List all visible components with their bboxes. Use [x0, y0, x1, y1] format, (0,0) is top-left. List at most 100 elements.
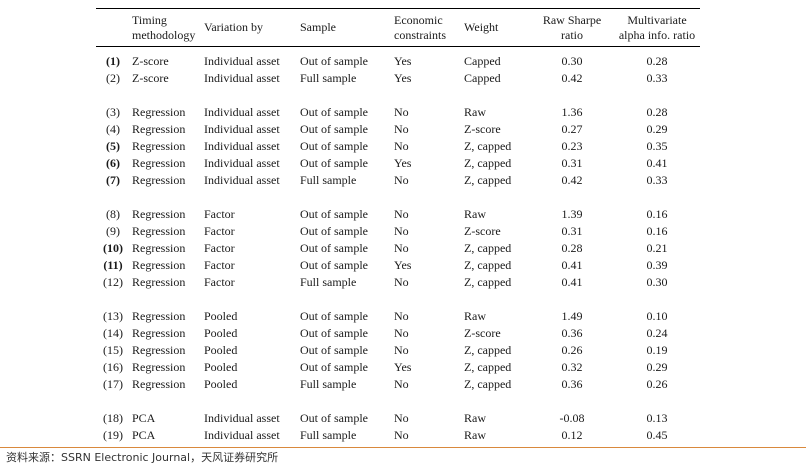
cell-multivariate-alpha-info-ratio: 0.13: [646, 411, 668, 425]
cell-economic-constraints: No: [394, 377, 409, 391]
cell-raw-sharpe-ratio: 0.31: [561, 156, 583, 170]
cell-variation-by: Factor: [204, 224, 235, 238]
group-spacer: [96, 87, 700, 104]
cell-id: (13): [103, 309, 123, 323]
group-spacer: [96, 291, 700, 308]
cell-raw-sharpe-ratio: 1.49: [561, 309, 583, 323]
table-row: (14) Regression Pooled Out of sample No Z-sco…: [96, 325, 700, 342]
cell-multivariate-alpha-info-ratio: 0.39: [646, 258, 668, 272]
cell-raw-sharpe-ratio: -0.08: [559, 411, 585, 425]
cell-economic-constraints: No: [394, 326, 409, 340]
cell-multivariate-alpha-info-ratio: 0.29: [646, 122, 668, 136]
cell-timing-methodology: Regression: [132, 241, 186, 255]
cell-economic-constraints: No: [394, 207, 409, 221]
cell-variation-by: Individual asset: [204, 411, 280, 425]
table-row: (4) Regression Individual asset Out of samp…: [96, 121, 700, 138]
cell-weight: Raw: [464, 309, 486, 323]
table-row: (9) Regression Factor Out of sample No Z-scor…: [96, 223, 700, 240]
table-body: (1) Z-score Individual asset Out of sample Y…: [96, 53, 700, 444]
cell-timing-methodology: Regression: [132, 258, 186, 272]
table-row: (1) Z-score Individual asset Out of sample Y…: [96, 53, 700, 70]
header-variation-by: Variation by: [202, 8, 298, 47]
cell-timing-methodology: PCA: [132, 428, 156, 442]
cell-raw-sharpe-ratio: 0.28: [561, 241, 583, 255]
table-row: (12) Regression Factor Full sample No Z, capp…: [96, 274, 700, 291]
cell-raw-sharpe-ratio: 0.36: [561, 377, 583, 391]
footer-divider: [0, 447, 806, 448]
cell-economic-constraints: No: [394, 275, 409, 289]
cell-id: (18): [103, 411, 123, 425]
cell-sample: Out of sample: [300, 139, 368, 153]
cell-variation-by: Individual asset: [204, 54, 280, 68]
cell-sample: Full sample: [300, 275, 357, 289]
cell-variation-by: Pooled: [204, 360, 238, 374]
cell-raw-sharpe-ratio: 1.36: [561, 105, 583, 119]
table-row: (8) Regression Factor Out of sample No Raw 1.3…: [96, 206, 700, 223]
table-row: (10) Regression Factor Out of sample No Z, ca…: [96, 240, 700, 257]
table-row: (7) Regression Individual asset Full sample…: [96, 172, 700, 189]
cell-id: (5): [106, 139, 120, 153]
cell-id: (10): [103, 241, 123, 255]
cell-sample: Full sample: [300, 173, 357, 187]
cell-raw-sharpe-ratio: 0.36: [561, 326, 583, 340]
cell-sample: Out of sample: [300, 343, 368, 357]
table-row: (6) Regression Individual asset Out of samp…: [96, 155, 700, 172]
cell-sample: Full sample: [300, 71, 357, 85]
cell-timing-methodology: Regression: [132, 224, 186, 238]
cell-raw-sharpe-ratio: 0.41: [561, 258, 583, 272]
cell-sample: Full sample: [300, 428, 357, 442]
cell-timing-methodology: Regression: [132, 122, 186, 136]
cell-timing-methodology: PCA: [132, 411, 156, 425]
cell-weight: Z, capped: [464, 156, 512, 170]
cell-variation-by: Pooled: [204, 377, 238, 391]
cell-sample: Out of sample: [300, 411, 368, 425]
table-row: (18) PCA Individual asset Out of sample No Ra…: [96, 410, 700, 427]
table-row: (19) PCA Individual asset Full sample No Raw 0…: [96, 427, 700, 444]
cell-economic-constraints: Yes: [394, 54, 412, 68]
cell-id: (3): [106, 105, 120, 119]
cell-multivariate-alpha-info-ratio: 0.28: [646, 105, 668, 119]
cell-economic-constraints: No: [394, 173, 409, 187]
cell-multivariate-alpha-info-ratio: 0.28: [646, 54, 668, 68]
cell-timing-methodology: Regression: [132, 275, 186, 289]
cell-sample: Out of sample: [300, 122, 368, 136]
cell-weight: Z, capped: [464, 377, 512, 391]
cell-sample: Full sample: [300, 377, 357, 391]
table-row: (17) Regression Pooled Full sample No Z, capp…: [96, 376, 700, 393]
header-economic-constraints: Economic constraints: [392, 8, 462, 47]
cell-timing-methodology: Regression: [132, 377, 186, 391]
header-raw-sharpe-ratio: Raw Sharpe ratio: [530, 8, 614, 47]
cell-weight: Z, capped: [464, 173, 512, 187]
cell-raw-sharpe-ratio: 1.39: [561, 207, 583, 221]
cell-weight: Raw: [464, 207, 486, 221]
table-row: (11) Regression Factor Out of sample Yes Z, c…: [96, 257, 700, 274]
cell-economic-constraints: No: [394, 343, 409, 357]
cell-variation-by: Individual asset: [204, 71, 280, 85]
cell-timing-methodology: Regression: [132, 105, 186, 119]
cell-variation-by: Individual asset: [204, 122, 280, 136]
cell-economic-constraints: Yes: [394, 258, 412, 272]
table-row: (15) Regression Pooled Out of sample No Z, ca…: [96, 342, 700, 359]
cell-multivariate-alpha-info-ratio: 0.33: [646, 71, 668, 85]
cell-sample: Out of sample: [300, 54, 368, 68]
cell-sample: Out of sample: [300, 360, 368, 374]
cell-economic-constraints: No: [394, 122, 409, 136]
cell-multivariate-alpha-info-ratio: 0.26: [646, 377, 668, 391]
cell-multivariate-alpha-info-ratio: 0.29: [646, 360, 668, 374]
table-row: (3) Regression Individual asset Out of samp…: [96, 104, 700, 121]
cell-raw-sharpe-ratio: 0.42: [561, 173, 583, 187]
cell-sample: Out of sample: [300, 105, 368, 119]
cell-raw-sharpe-ratio: 0.32: [561, 360, 583, 374]
cell-economic-constraints: No: [394, 241, 409, 255]
header-multivariate-alpha-info-ratio: Multivariate alpha info. ratio: [614, 8, 700, 47]
table-row: (5) Regression Individual asset Out of samp…: [96, 138, 700, 155]
cell-raw-sharpe-ratio: 0.27: [561, 122, 583, 136]
cell-weight: Z, capped: [464, 241, 512, 255]
cell-weight: Raw: [464, 411, 486, 425]
cell-id: (7): [106, 173, 120, 187]
cell-id: (9): [106, 224, 120, 238]
cell-variation-by: Factor: [204, 241, 235, 255]
cell-weight: Z-score: [464, 122, 501, 136]
cell-sample: Out of sample: [300, 326, 368, 340]
